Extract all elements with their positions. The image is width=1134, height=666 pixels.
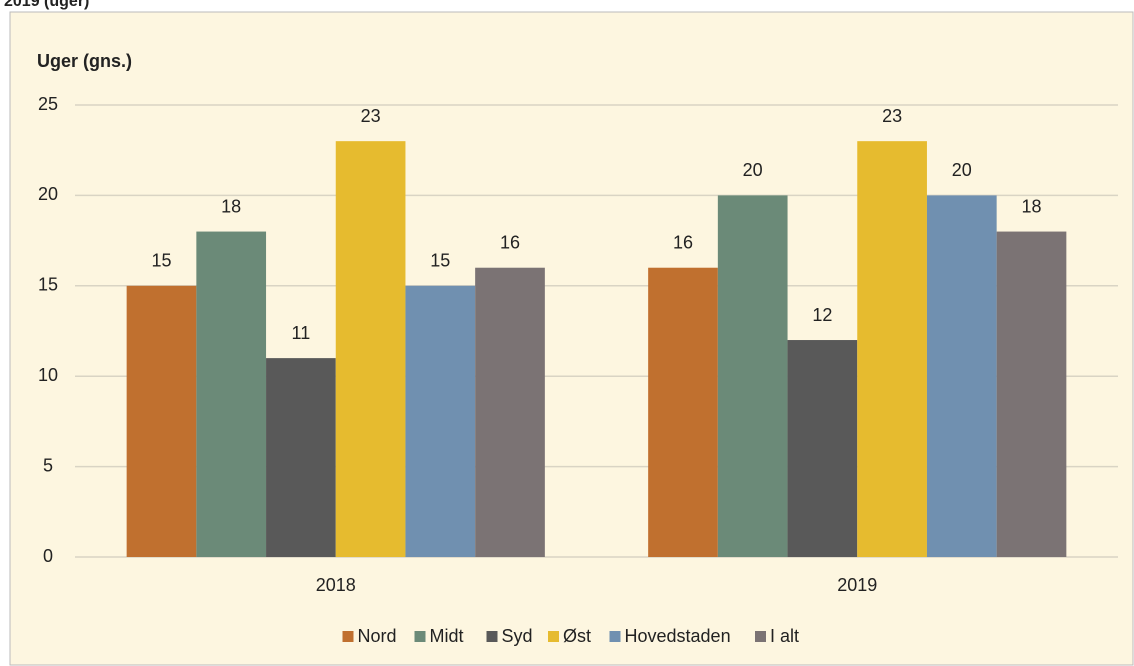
legend-label: Nord: [358, 626, 397, 646]
x-tick-label: 2018: [316, 575, 356, 595]
legend-swatch: [414, 631, 426, 642]
x-tick-label: 2019: [837, 575, 877, 595]
bar: [787, 340, 858, 557]
data-label: 23: [882, 106, 902, 126]
data-label: 12: [812, 305, 832, 325]
data-label: 15: [151, 251, 171, 271]
legend-swatch: [609, 631, 621, 642]
legend-label: I alt: [770, 626, 799, 646]
data-label: 20: [952, 160, 972, 180]
data-label: 20: [743, 160, 763, 180]
bar: [335, 141, 406, 557]
bar: [996, 231, 1067, 557]
legend-label: Syd: [502, 626, 533, 646]
bar: [717, 195, 788, 557]
legend-swatch: [548, 631, 559, 642]
bar: [126, 285, 197, 557]
data-label: 18: [221, 196, 241, 216]
y-tick-label: 10: [38, 365, 58, 385]
y-tick-label: 25: [38, 94, 58, 114]
legend-swatch: [342, 631, 354, 642]
data-label: 16: [500, 232, 520, 252]
data-label: 15: [430, 251, 450, 271]
y-tick-label: 5: [43, 455, 53, 475]
bar: [648, 267, 718, 557]
data-label: 23: [361, 106, 381, 126]
legend-label: Øst: [563, 626, 591, 646]
data-label: 18: [1021, 196, 1041, 216]
legend-swatch: [486, 631, 498, 642]
data-label: 16: [673, 232, 693, 252]
legend-label: Hovedstaden: [625, 626, 731, 646]
bar: [926, 195, 997, 557]
bar: [196, 231, 267, 557]
y-tick-label: 20: [38, 184, 58, 204]
y-axis-label: Uger (gns.): [37, 51, 132, 71]
data-label: 11: [292, 323, 311, 343]
y-tick-label: 15: [38, 275, 58, 295]
bar: [266, 358, 336, 557]
bar: [405, 285, 476, 557]
bar: [475, 267, 545, 557]
bar: [857, 141, 927, 557]
y-tick-label: 0: [43, 546, 53, 566]
legend-label: Midt: [430, 626, 464, 646]
legend-swatch: [755, 631, 766, 642]
chart-title: 2019 (uger): [4, 0, 89, 10]
